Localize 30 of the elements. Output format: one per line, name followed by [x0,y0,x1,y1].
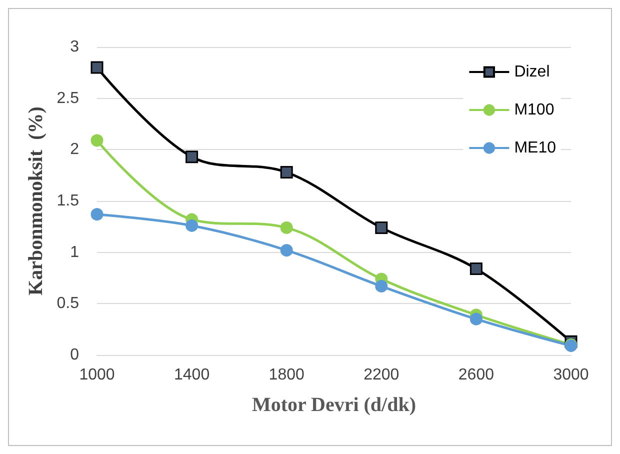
x-axis-title: Motor Devri (d/dk) [252,394,416,416]
point [375,221,388,234]
y-tick-label: 2 [70,141,80,158]
point [280,166,293,179]
point [90,61,104,74]
y-tick-label: 0 [70,346,80,364]
x-tick-label: 3000 [553,366,589,384]
x-tick-label: 2200 [364,366,400,384]
point [470,262,482,276]
y-axis-title: Karbonmonoksit (%) [24,106,47,296]
legend-label: ME10 [514,140,556,156]
point [375,280,388,292]
legend-label: M100 [514,102,554,118]
x-tick-label: 1000 [79,366,115,384]
point [186,219,198,232]
y-tick-label: 0.5 [56,295,80,312]
point [90,134,104,147]
point [280,244,293,257]
y-tick-label: 1 [70,244,80,261]
x-tick-label: 2600 [458,366,494,384]
x-tick-label: 1800 [268,366,304,384]
y-tick-label: 3 [70,38,80,56]
point [186,150,198,164]
y-tick-label: 2.5 [56,90,80,107]
legend-label: Dizel [514,64,550,80]
point [280,221,293,234]
point [90,208,104,221]
point [470,312,482,326]
x-tick-label: 1400 [174,366,210,384]
y-tick-label: 1.5 [56,192,80,210]
